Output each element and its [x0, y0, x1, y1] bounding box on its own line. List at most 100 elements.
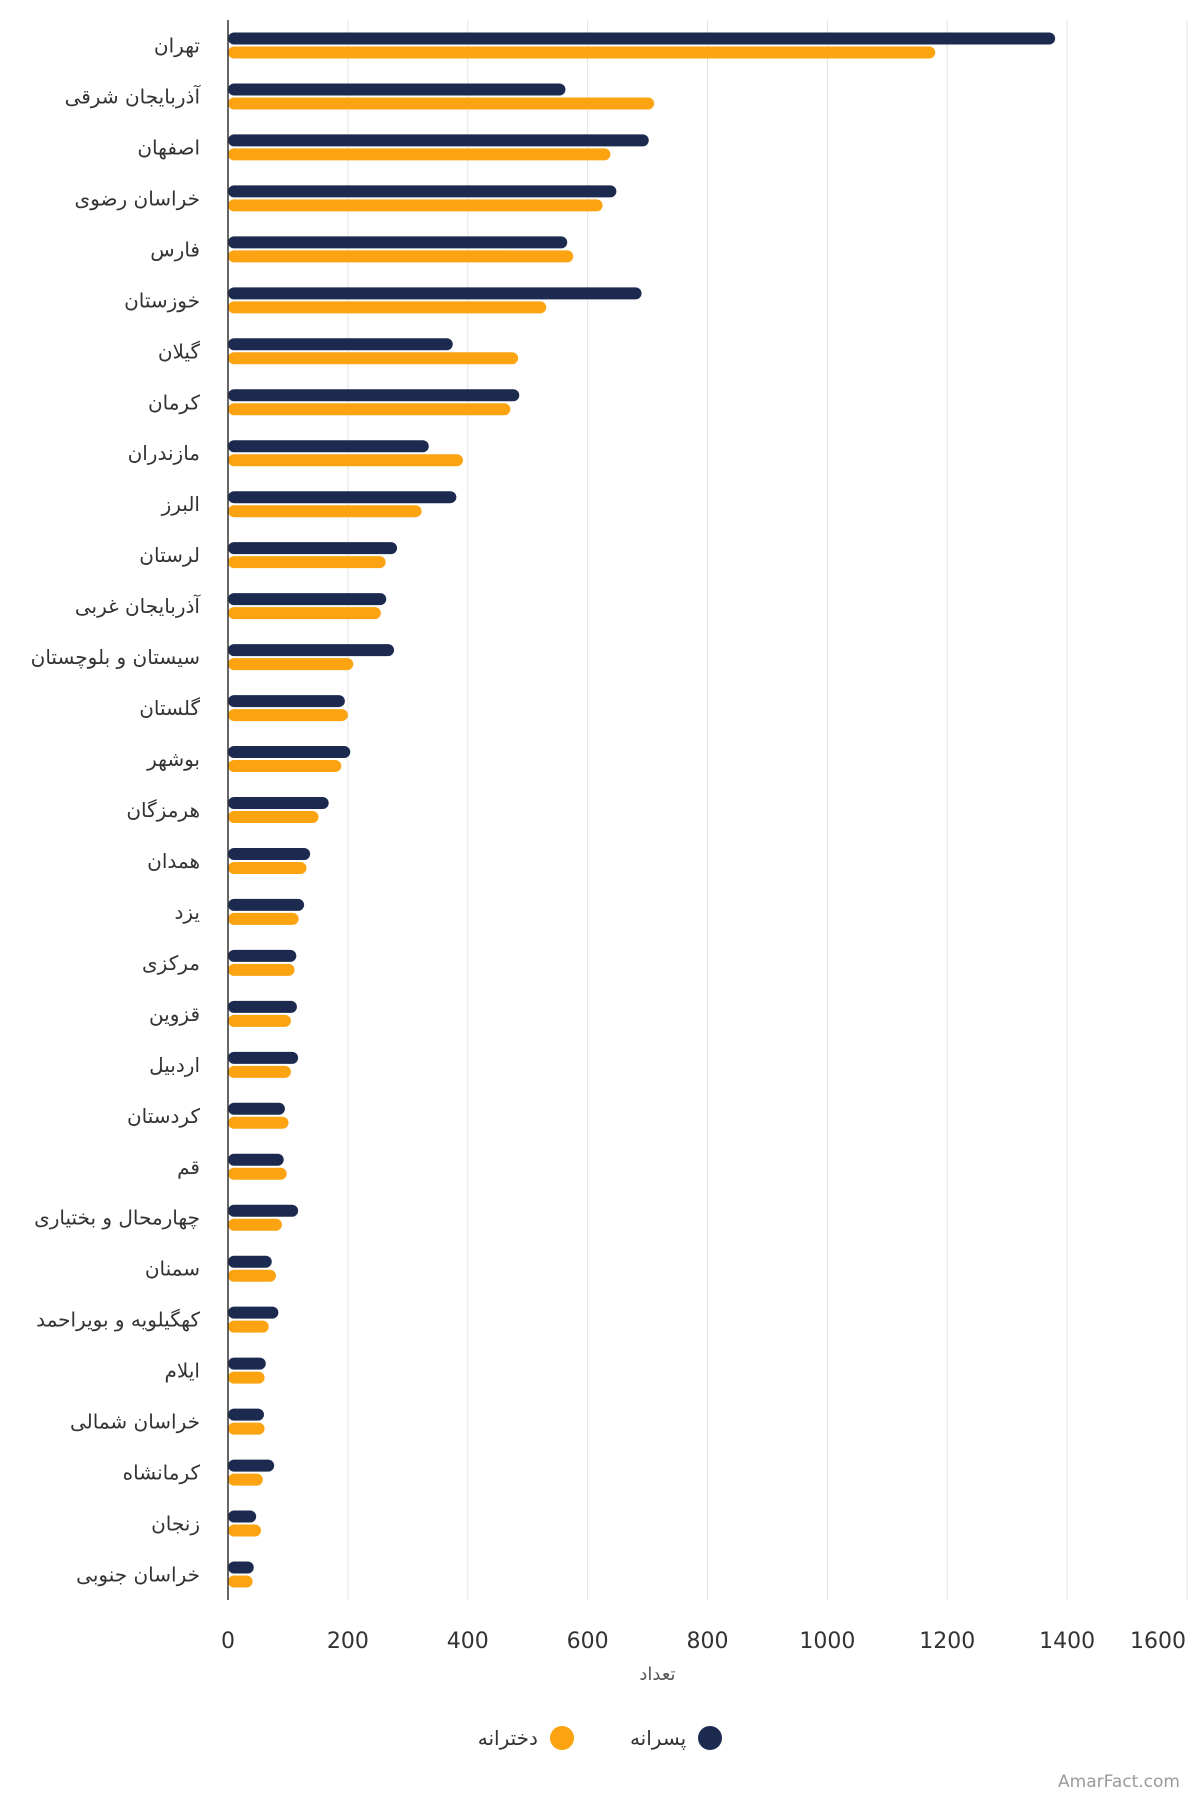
bar-girls-26 — [228, 1371, 265, 1384]
bar-boys-12 — [228, 644, 395, 657]
bar-girls-30 — [228, 1575, 253, 1588]
bar-girls-14 — [228, 760, 342, 773]
bar-boys-1 — [228, 83, 566, 96]
bar-boys-17 — [228, 898, 305, 911]
category-label-4: فارس — [150, 237, 200, 261]
bar-girls-5 — [228, 301, 547, 314]
category-label-28: کرمانشاه — [123, 1461, 201, 1485]
bar-boys-16 — [228, 847, 311, 860]
x-tick-1200: 1200 — [919, 1629, 975, 1654]
category-label-8: مازندران — [128, 441, 200, 465]
category-label-27: خراسان شمالی — [70, 1410, 200, 1434]
category-label-5: خوزستان — [124, 288, 200, 312]
bar-boys-3 — [228, 185, 617, 198]
bar-girls-23 — [228, 1218, 282, 1231]
bar-girls-22 — [228, 1167, 287, 1180]
x-axis-title: تعداد — [639, 1664, 675, 1685]
x-tick-1000: 1000 — [799, 1629, 855, 1654]
bar-girls-20 — [228, 1065, 291, 1078]
x-tick-1600: 1600 — [1130, 1629, 1186, 1654]
category-label-18: مرکزی — [142, 951, 200, 975]
category-label-29: زنجان — [151, 1512, 200, 1536]
bar-girls-8 — [228, 454, 463, 467]
bar-girls-17 — [228, 912, 299, 925]
bar-girls-10 — [228, 556, 386, 569]
legend-label-girls: دخترانه — [477, 1726, 538, 1750]
category-label-30: خراسان جنوبی — [76, 1563, 200, 1587]
bar-girls-6 — [228, 352, 519, 365]
bar-girls-29 — [228, 1524, 261, 1537]
category-label-25: کهگیلویه و بویراحمد — [36, 1308, 200, 1332]
category-label-1: آذربایجان شرقی — [65, 83, 202, 108]
bar-boys-26 — [228, 1357, 266, 1370]
bar-boys-27 — [228, 1408, 264, 1421]
bar-boys-25 — [228, 1306, 279, 1319]
bar-boys-19 — [228, 1000, 297, 1013]
category-label-26: ایلام — [165, 1359, 200, 1383]
x-tick-labels: 0 200 400 600 800 1000 1200 1400 1600 — [221, 1629, 1186, 1654]
category-label-23: چهارمحال و بختیاری — [34, 1206, 200, 1230]
bar-boys-18 — [228, 949, 297, 962]
category-label-24: سمنان — [145, 1257, 200, 1281]
category-label-14: بوشهر — [146, 747, 200, 771]
x-tick-200: 200 — [327, 1629, 369, 1654]
bar-girls-1 — [228, 97, 655, 110]
category-label-19: قزوین — [149, 1002, 200, 1026]
category-label-7: کرمان — [148, 390, 201, 414]
bar-girls-15 — [228, 811, 319, 823]
x-tick-1400: 1400 — [1039, 1629, 1095, 1654]
source-credit: AmarFact.com — [1058, 1772, 1180, 1792]
category-label-21: کردستان — [127, 1104, 201, 1128]
category-label-20: اردبیل — [149, 1053, 200, 1077]
category-label-0: تهران — [154, 33, 200, 57]
bar-girls-21 — [228, 1116, 289, 1129]
bar-boys-6 — [228, 338, 453, 351]
category-label-11: آذربایجان غربی — [75, 593, 202, 618]
category-label-16: همدان — [147, 849, 200, 873]
bar-boys-29 — [228, 1510, 257, 1523]
bar-girls-9 — [228, 505, 422, 518]
bar-boys-13 — [228, 695, 345, 708]
bar-girls-2 — [228, 148, 611, 161]
bar-boys-5 — [228, 287, 642, 300]
bar-girls-3 — [228, 199, 603, 212]
bar-boys-8 — [228, 440, 429, 453]
legend-item-boys[interactable]: پسرانه — [629, 1726, 723, 1750]
category-label-13: گلستان — [139, 696, 200, 720]
bars — [228, 32, 1056, 1588]
category-label-6: گیلان — [158, 339, 201, 363]
legend-label-boys: پسرانه — [629, 1726, 687, 1750]
bar-boys-9 — [228, 491, 457, 504]
bar-girls-11 — [228, 607, 381, 620]
bar-boys-2 — [228, 134, 649, 147]
category-label-10: لرستان — [139, 543, 200, 567]
bar-girls-28 — [228, 1473, 263, 1486]
category-label-9: البرز — [161, 492, 200, 516]
bar-boys-4 — [228, 236, 568, 249]
bar-girls-24 — [228, 1269, 276, 1282]
gridlines — [347, 20, 1188, 1600]
bar-boys-30 — [228, 1561, 254, 1574]
x-tick-800: 800 — [687, 1629, 729, 1654]
bar-chart: تهران آذربایجان شرقی اصفهان خراسان رضوی فارس… — [31, 20, 1188, 1685]
bar-boys-11 — [228, 593, 387, 606]
bar-girls-16 — [228, 861, 307, 874]
bar-boys-20 — [228, 1051, 299, 1064]
legend-item-girls[interactable]: دخترانه — [478, 1726, 574, 1750]
bar-girls-12 — [228, 658, 354, 671]
x-tick-0: 0 — [221, 1629, 235, 1654]
bar-boys-14 — [228, 746, 351, 759]
bar-boys-7 — [228, 389, 520, 402]
bar-girls-18 — [228, 963, 295, 976]
category-label-2: اصفهان — [137, 135, 200, 159]
bar-girls-27 — [228, 1422, 265, 1435]
bar-girls-7 — [228, 403, 511, 416]
category-label-15: هرمزگان — [126, 798, 200, 822]
category-label-3: خراسان رضوی — [75, 186, 200, 210]
legend: پسرانه دخترانه — [0, 1726, 1200, 1750]
bar-boys-0 — [228, 32, 1056, 45]
bar-boys-23 — [228, 1204, 299, 1217]
bar-boys-10 — [228, 542, 398, 555]
bar-boys-28 — [228, 1459, 275, 1472]
x-tick-400: 400 — [447, 1629, 489, 1654]
